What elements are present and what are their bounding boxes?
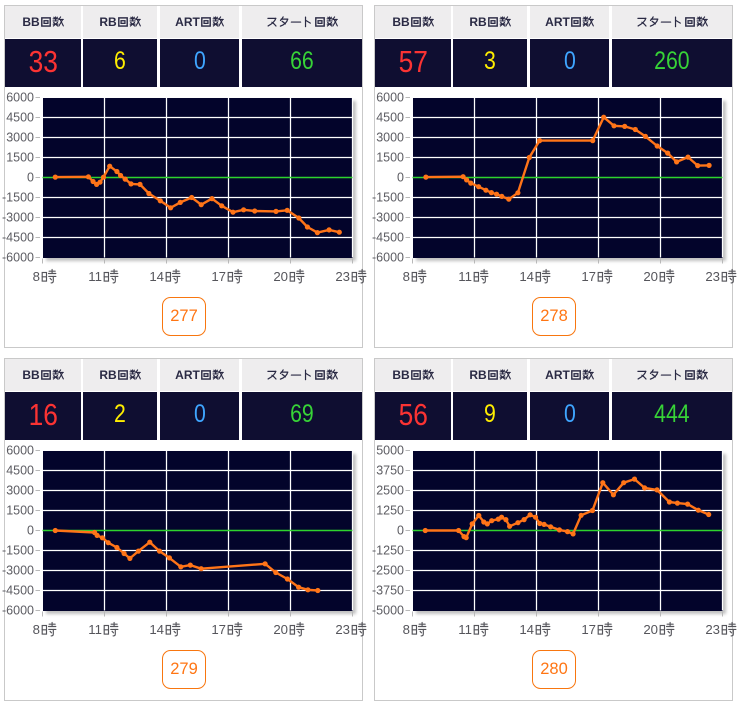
svg-text:11: 11: [458, 269, 472, 284]
svg-text:-1500: -1500: [2, 191, 34, 205]
svg-text:-4500: -4500: [2, 231, 34, 245]
svg-text:6000: 6000: [376, 91, 404, 105]
svg-text:0: 0: [27, 524, 34, 538]
svg-text:8: 8: [403, 269, 410, 284]
svg-text:0: 0: [27, 171, 34, 185]
svg-text:-6000: -6000: [2, 604, 34, 618]
svg-text:11: 11: [88, 269, 102, 284]
svg-text:11: 11: [88, 622, 102, 637]
svg-text:8: 8: [33, 269, 40, 284]
svg-text:23: 23: [335, 269, 350, 284]
svg-text:-3000: -3000: [2, 564, 34, 578]
svg-text:-1500: -1500: [2, 544, 34, 558]
svg-text:1500: 1500: [376, 151, 404, 165]
svg-text:4500: 4500: [6, 464, 34, 478]
svg-text:8: 8: [403, 622, 410, 637]
svg-text:23: 23: [705, 269, 720, 284]
svg-text:-2500: -2500: [372, 564, 404, 578]
svg-text:6000: 6000: [6, 444, 34, 458]
svg-text:14: 14: [149, 622, 164, 637]
svg-text:11: 11: [458, 622, 472, 637]
svg-text:-4500: -4500: [372, 231, 404, 245]
svg-text:17: 17: [211, 269, 226, 284]
svg-text:5000: 5000: [376, 444, 404, 458]
svg-text:4500: 4500: [6, 111, 34, 125]
svg-text:3000: 3000: [6, 131, 34, 145]
svg-text:-6000: -6000: [372, 251, 404, 265]
svg-text:20: 20: [643, 622, 658, 637]
svg-text:20: 20: [273, 269, 288, 284]
svg-text:-3750: -3750: [372, 584, 404, 598]
svg-text:-6000: -6000: [2, 251, 34, 265]
svg-text:6000: 6000: [6, 91, 34, 105]
svg-text:3000: 3000: [376, 131, 404, 145]
svg-text:-3000: -3000: [372, 211, 404, 225]
svg-text:-4500: -4500: [2, 584, 34, 598]
svg-text:17: 17: [581, 269, 596, 284]
svg-text:17: 17: [211, 622, 226, 637]
svg-text:3750: 3750: [376, 464, 404, 478]
svg-text:3000: 3000: [6, 484, 34, 498]
svg-text:14: 14: [519, 622, 534, 637]
svg-text:1500: 1500: [6, 504, 34, 518]
svg-text:20: 20: [273, 622, 288, 637]
svg-text:20: 20: [643, 269, 658, 284]
svg-text:23: 23: [705, 622, 720, 637]
svg-text:1500: 1500: [6, 151, 34, 165]
svg-text:14: 14: [519, 269, 534, 284]
svg-text:-3000: -3000: [2, 211, 34, 225]
svg-text:4500: 4500: [376, 111, 404, 125]
svg-text:-1500: -1500: [372, 191, 404, 205]
svg-text:17: 17: [581, 622, 596, 637]
svg-text:-1250: -1250: [372, 544, 404, 558]
svg-text:23: 23: [335, 622, 350, 637]
svg-text:2500: 2500: [376, 484, 404, 498]
svg-text:0: 0: [397, 171, 404, 185]
svg-text:14: 14: [149, 269, 164, 284]
svg-text:0: 0: [397, 524, 404, 538]
svg-text:-5000: -5000: [372, 604, 404, 618]
svg-text:8: 8: [33, 622, 40, 637]
svg-text:1250: 1250: [376, 504, 404, 518]
